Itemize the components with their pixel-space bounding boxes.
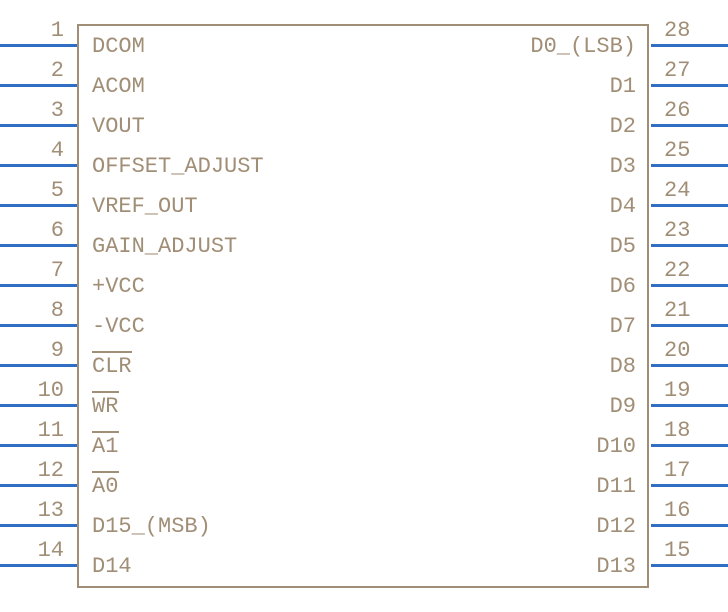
pin-label-left: WR (92, 394, 118, 419)
pin-number-left: 6 (12, 218, 64, 243)
pin-number-right: 22 (664, 258, 716, 283)
pin-label-text: A1 (92, 434, 118, 459)
pin-lead-left (0, 484, 77, 487)
pin-label-text: WR (92, 394, 118, 419)
pin-number-right: 19 (664, 378, 716, 403)
pin-row: 14D1415D13 (0, 564, 728, 604)
pin-number-left: 8 (12, 298, 64, 323)
pin-number-left: 11 (12, 418, 64, 443)
pin-lead-right (651, 324, 728, 327)
pin-lead-right (651, 284, 728, 287)
pin-label-left: GAIN_ADJUST (92, 234, 237, 259)
pin-label-right: D5 (610, 234, 636, 259)
pin-number-left: 3 (12, 98, 64, 123)
pin-lead-right (651, 124, 728, 127)
pin-number-left: 7 (12, 258, 64, 283)
pin-label-left: VOUT (92, 114, 145, 139)
pin-number-right: 26 (664, 98, 716, 123)
pin-lead-left (0, 324, 77, 327)
pin-lead-left (0, 84, 77, 87)
pin-label-left: OFFSET_ADJUST (92, 154, 264, 179)
pin-label-left: D15_(MSB) (92, 514, 211, 539)
pin-number-right: 21 (664, 298, 716, 323)
pin-number-left: 12 (12, 458, 64, 483)
pin-lead-right (651, 204, 728, 207)
pin-label-left: A0 (92, 474, 118, 499)
pin-lead-right (651, 44, 728, 47)
pin-number-right: 18 (664, 418, 716, 443)
pin-lead-right (651, 404, 728, 407)
pin-lead-left (0, 444, 77, 447)
pin-lead-right (651, 364, 728, 367)
pin-label-right: D3 (610, 154, 636, 179)
pin-label-left: VREF_OUT (92, 194, 198, 219)
pin-lead-right (651, 84, 728, 87)
pin-number-right: 20 (664, 338, 716, 363)
pin-label-left: +VCC (92, 274, 145, 299)
pin-lead-right (651, 244, 728, 247)
overline-bar (92, 471, 119, 473)
pin-label-left: ACOM (92, 74, 145, 99)
pin-label-text: CLR (92, 354, 132, 379)
pin-label-right: D1 (610, 74, 636, 99)
pin-lead-left (0, 244, 77, 247)
pin-label-left: -VCC (92, 314, 145, 339)
pin-number-left: 14 (12, 538, 64, 563)
pin-lead-right (651, 564, 728, 567)
overline-bar (92, 431, 119, 433)
pin-number-left: 13 (12, 498, 64, 523)
pin-label-right: D6 (610, 274, 636, 299)
pin-number-left: 10 (12, 378, 64, 403)
pin-lead-left (0, 564, 77, 567)
pin-label-right: D11 (596, 474, 636, 499)
pin-lead-left (0, 164, 77, 167)
pin-lead-right (651, 164, 728, 167)
pin-lead-left (0, 204, 77, 207)
pin-number-right: 24 (664, 178, 716, 203)
pin-lead-left (0, 284, 77, 287)
pin-lead-left (0, 404, 77, 407)
pin-label-text: A0 (92, 474, 118, 499)
pin-label-left: A1 (92, 434, 118, 459)
pin-label-left: CLR (92, 354, 132, 379)
pin-label-right: D4 (610, 194, 636, 219)
pin-number-right: 17 (664, 458, 716, 483)
pin-lead-right (651, 524, 728, 527)
overline-bar (92, 351, 132, 353)
pin-number-right: 27 (664, 58, 716, 83)
overline-bar (92, 391, 119, 393)
pin-number-right: 15 (664, 538, 716, 563)
pin-lead-left (0, 124, 77, 127)
pin-number-left: 5 (12, 178, 64, 203)
pin-label-right: D2 (610, 114, 636, 139)
pin-label-right: D0_(LSB) (530, 34, 636, 59)
pin-number-right: 28 (664, 18, 716, 43)
pin-label-left: D14 (92, 554, 132, 579)
pin-number-right: 23 (664, 218, 716, 243)
pin-number-left: 1 (12, 18, 64, 43)
pin-label-right: D13 (596, 554, 636, 579)
pin-label-right: D8 (610, 354, 636, 379)
pin-number-left: 2 (12, 58, 64, 83)
pin-number-right: 25 (664, 138, 716, 163)
pin-label-left: DCOM (92, 34, 145, 59)
pin-lead-right (651, 484, 728, 487)
pin-label-right: D10 (596, 434, 636, 459)
pin-lead-right (651, 444, 728, 447)
pin-number-right: 16 (664, 498, 716, 523)
pin-lead-left (0, 364, 77, 367)
pin-label-right: D7 (610, 314, 636, 339)
pin-lead-left (0, 44, 77, 47)
pin-lead-left (0, 524, 77, 527)
pin-label-right: D12 (596, 514, 636, 539)
pin-number-left: 4 (12, 138, 64, 163)
pin-number-left: 9 (12, 338, 64, 363)
pin-label-right: D9 (610, 394, 636, 419)
